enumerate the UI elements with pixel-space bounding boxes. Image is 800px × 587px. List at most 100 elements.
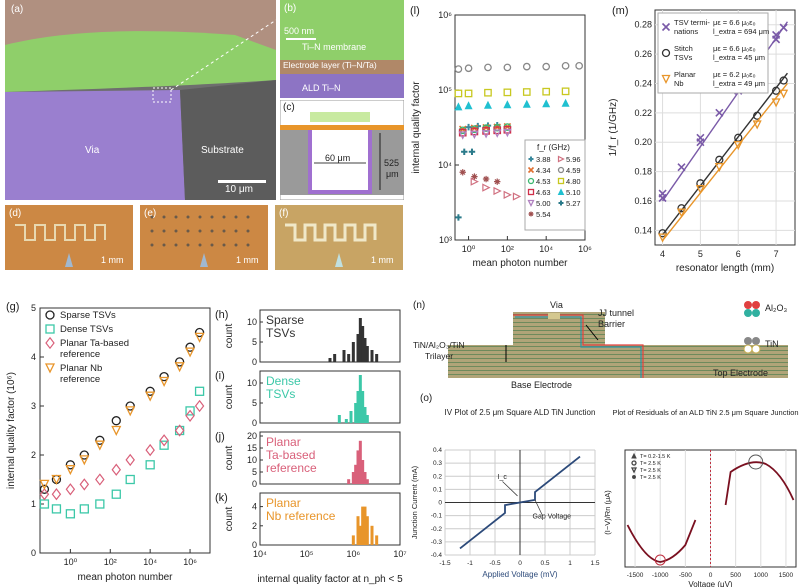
panel-i-label: (i) (215, 370, 225, 382)
legend-marker-l-3.88 (528, 156, 534, 162)
y-tick-label-i: 5 (252, 398, 257, 408)
data-point-l-5.10 (522, 99, 531, 108)
membrane-label: Ti–N membrane (302, 42, 367, 52)
hist-bar-h (365, 346, 369, 362)
data-point-m-Planar Nb (733, 140, 743, 151)
y-tick-label-o-iv: 0.2 (433, 473, 442, 480)
hist-bar-h (333, 354, 337, 362)
hist-bar-j (361, 460, 365, 484)
panel-e-art (140, 205, 268, 270)
legend-marker-m-TSV terminations (661, 22, 671, 32)
y-tick-label-h: 10 (247, 317, 257, 327)
panel-f-art (275, 205, 403, 270)
residual-curve-negative (626, 519, 697, 563)
plot-frame-m (654, 9, 796, 246)
y-tick-label-h: 0 (252, 357, 257, 367)
legend-fit2-m: l_extra = 45 μm (713, 53, 765, 62)
legend-title-l: f_r (GHz) (537, 143, 570, 152)
y-tick-label-k: 4 (252, 502, 257, 512)
data-point-m-Planar Nb (771, 98, 781, 108)
data-point-l-5.10 (503, 100, 512, 109)
data-point-g-Planar Ta-based reference (145, 443, 155, 457)
panel-b-art (280, 0, 404, 98)
data-point-l-5.54 (471, 173, 478, 180)
data-point-m-Planar Nb (752, 120, 762, 130)
x-tick-label-l: 10⁴ (539, 244, 553, 254)
hist-bar-k (363, 506, 367, 545)
y-tick-label-j: 20 (247, 431, 257, 441)
y-tick-label-g: 0 (31, 548, 36, 558)
panel-f-chip-photo: (f) 1 mm (275, 205, 403, 270)
hist-bar-j (356, 450, 360, 484)
x-tick-label-m: 7 (774, 249, 779, 259)
data-point-g-Planar Ta-based reference (185, 409, 195, 422)
y-axis-label-h: count (224, 324, 235, 349)
hist-bar-i (344, 419, 348, 423)
data-point-g-Planar Ta-based reference (79, 478, 90, 491)
legend-marker-m-Planar Nb (661, 74, 671, 84)
x-axis-label-g: mean photon number (77, 572, 173, 583)
data-point-g-Sparse TSVs (95, 435, 105, 445)
x-tick-label-g: 10⁰ (64, 557, 78, 567)
data-point-g-Planar Nb reference (39, 479, 50, 490)
legend-marker-g-1 (45, 324, 55, 334)
y-tick-label-l: 10⁶ (438, 10, 452, 20)
y-tick-label-m: 0.18 (634, 167, 652, 177)
data-point-g-Planar Ta-based reference (159, 434, 169, 447)
data-point-l-5.54 (482, 175, 490, 183)
legend-marker-l-5.00 (527, 199, 535, 207)
y-tick-label-o-iv: -0.3 (431, 539, 443, 546)
legend-box-l (524, 139, 586, 231)
data-point-m-Stitch TSVs (753, 111, 762, 120)
legend-al2o3: Al₂O₃ (765, 303, 788, 313)
panel-k-label: (k) (215, 492, 228, 504)
y-tick-label-h: 5 (252, 337, 257, 347)
panel-j-label: (j) (215, 431, 225, 443)
y-axis-label-k: count (224, 507, 235, 532)
legend-entry-l-5.96: 5.96 (566, 155, 581, 164)
substrate-label: Substrate (201, 145, 244, 156)
y-tick-label-o-iv: 0 (438, 500, 442, 507)
y-tick-label-o-iv: -0.2 (431, 526, 443, 533)
chart-title-o-res: Plot of Residuals of an ALD TiN 2.5 μm S… (612, 408, 798, 417)
hist-bar-i (356, 391, 360, 423)
data-point-l-5.27 (455, 214, 462, 221)
data-point-l-4.59 (575, 61, 584, 70)
iv-curve (459, 455, 581, 550)
depth-label: 525 (384, 158, 400, 168)
data-point-m-TSV terminations (715, 108, 724, 117)
data-point-m-Stitch TSVs (677, 204, 686, 213)
data-point-g-Dense TSVs (159, 440, 169, 450)
data-point-m-Stitch TSVs (771, 86, 781, 95)
data-point-l-5.10 (561, 98, 570, 107)
y-tick-label-j: 5 (252, 467, 257, 477)
panel-n-art (448, 301, 788, 378)
data-point-m-Stitch TSVs (696, 179, 705, 188)
data-point-g-Planar Nb reference (79, 455, 90, 466)
legend-fit1-m: με = 6.2 μ₀ε₀ (713, 70, 756, 79)
panel-n-label: (n) (413, 300, 426, 311)
data-point-g-Sparse TSVs (174, 357, 185, 367)
plot-frame-i (259, 370, 401, 424)
jj-label-2: Barrier (598, 319, 626, 329)
x-tick-label-o-iv: -0.5 (489, 560, 501, 567)
data-point-g-Planar Nb reference (185, 347, 196, 358)
data-point-l-5.27 (461, 148, 468, 155)
legend-entry-o-res: T= 2.5 K (640, 475, 661, 481)
legend-entry-g: Planar Ta-based (60, 338, 129, 349)
data-point-l-5.00 (503, 128, 512, 138)
x-tick-label-l: 10⁶ (578, 244, 592, 254)
x-tick-label-o-res: 500 (730, 572, 741, 579)
data-point-g-Dense TSVs (194, 386, 205, 396)
ald-label: ALD Ti–N (302, 83, 341, 93)
data-point-l-4.80 (484, 88, 492, 97)
hist-bar-i (365, 415, 369, 423)
panel-c-schematic: (c) 60 μm 525 μm (280, 100, 404, 200)
y-tick-label-m: 0.28 (634, 20, 652, 30)
data-point-l-5.00 (470, 130, 479, 140)
legend-marker-o-res (632, 475, 636, 479)
data-point-g-Sparse TSVs (185, 342, 195, 352)
via-label: Via (85, 145, 100, 156)
y-tick-label-k: 0 (252, 540, 257, 550)
data-point-l-3.88 (465, 123, 472, 131)
